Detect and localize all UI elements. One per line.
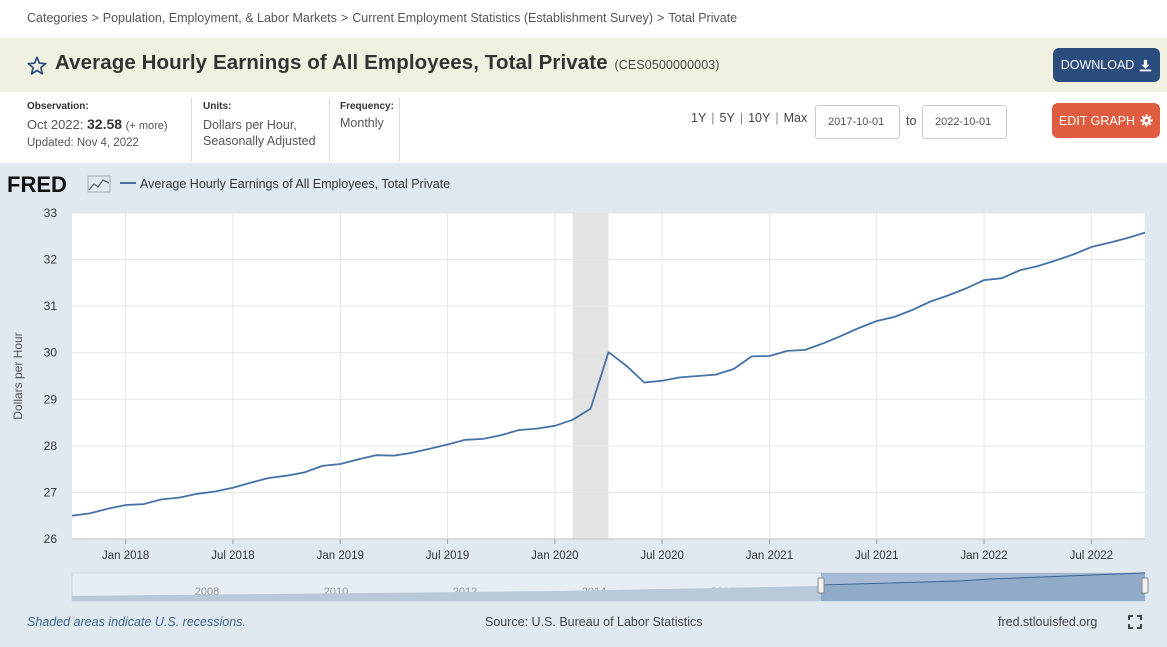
page-title: Average Hourly Earnings of All Employees… <box>55 51 720 75</box>
recession-band <box>572 213 609 539</box>
title-bar: Average Hourly Earnings of All Employees… <box>0 38 1167 92</box>
legend-label: Average Hourly Earnings of All Employees… <box>140 177 450 191</box>
y-tick-label: 28 <box>44 439 58 453</box>
units-line1: Dollars per Hour, <box>203 118 297 132</box>
units-line2: Seasonally Adjusted <box>203 134 316 148</box>
range-navigator[interactable]: 20082010201220142016201820202022 <box>71 572 1149 602</box>
units-label: Units: <box>203 101 232 112</box>
breadcrumb-item-ces[interactable]: Current Employment Statistics (Establish… <box>352 11 654 25</box>
series-title-text: Average Hourly Earnings of All Employees… <box>55 51 608 74</box>
navigator-handle-right[interactable] <box>1141 577 1149 594</box>
date-to-label: to <box>906 114 917 128</box>
breadcrumb-item-total-private[interactable]: Total Private <box>668 11 738 25</box>
fred-logo-icon <box>87 175 111 193</box>
updated-date: Updated: Nov 4, 2022 <box>27 137 139 149</box>
y-tick-label: 29 <box>44 392 58 406</box>
frequency-value: Monthly <box>340 116 384 130</box>
gear-icon <box>1140 114 1153 127</box>
x-tick-label: Jul 2020 <box>640 550 683 562</box>
breadcrumb-separator: > <box>657 11 665 25</box>
site-link[interactable]: fred.stlouisfed.org <box>998 615 1098 629</box>
breadcrumb-item-categories[interactable]: Categories <box>27 11 88 25</box>
range-10y[interactable]: 10Y <box>748 111 771 125</box>
series-line <box>71 231 1146 517</box>
end-date-input[interactable] <box>922 105 1007 139</box>
x-tick-label: Jul 2018 <box>211 550 254 562</box>
observation-value: 32.58 <box>87 116 123 132</box>
y-tick-label: 32 <box>44 253 58 267</box>
range-links: 1Y | 5Y | 10Y | Max <box>691 111 808 125</box>
navigator-handle-left[interactable] <box>817 577 825 594</box>
x-tick-label: Jul 2019 <box>426 550 469 562</box>
range-max[interactable]: Max <box>783 111 808 125</box>
line-chart: FRED Average Hourly Earnings of All Empl… <box>7 172 1149 602</box>
series-id: (CES0500000003) <box>614 58 720 72</box>
breadcrumb: Categories > Population, Employment, & Lab… <box>27 11 737 25</box>
meta-divider <box>329 98 330 162</box>
observation-more-link[interactable]: (+ more) <box>125 120 168 132</box>
x-tick-label: Jan 2019 <box>317 550 364 562</box>
download-icon <box>1140 59 1152 71</box>
x-tick-label: Jan 2018 <box>102 550 149 562</box>
download-label: DOWNLOAD <box>1060 58 1135 72</box>
edit-graph-button[interactable]: EDIT GRAPH <box>1052 103 1160 138</box>
recession-note: Shaded areas indicate U.S. recessions. <box>27 615 246 629</box>
meta-divider <box>399 98 400 162</box>
y-tick-label: 33 <box>44 206 58 220</box>
x-tick-label: Jan 2022 <box>960 550 1007 562</box>
fred-logo: FRED <box>7 172 67 197</box>
y-tick-label: 30 <box>44 346 58 360</box>
y-axis-label: Dollars per Hour <box>11 332 25 419</box>
y-tick-label: 31 <box>44 299 58 313</box>
y-tick-label: 26 <box>44 532 58 546</box>
range-1y[interactable]: 1Y <box>691 111 707 125</box>
navigator-line <box>820 572 1146 586</box>
chart-area: FRED Average Hourly Earnings of All Empl… <box>0 163 1167 647</box>
x-tick-label: Jul 2022 <box>1070 550 1113 562</box>
edit-graph-label: EDIT GRAPH <box>1058 113 1136 128</box>
frequency-block: Frequency: Monthly <box>340 101 394 130</box>
meta-divider <box>191 98 192 162</box>
y-tick-label: 27 <box>44 485 58 499</box>
observation-label: Observation: <box>27 101 89 112</box>
x-tick-label: Jul 2021 <box>855 550 898 562</box>
x-tick-label: Jan 2020 <box>531 550 578 562</box>
navigator-selection[interactable] <box>821 573 1145 601</box>
observation-block: Observation: Oct 2022: 32.58 (+ more) Up… <box>27 101 168 149</box>
star-icon[interactable] <box>26 55 48 77</box>
breadcrumb-separator: > <box>340 11 349 25</box>
frequency-label: Frequency: <box>340 101 394 112</box>
breadcrumb-item-population[interactable]: Population, Employment, & Labor Markets <box>102 11 337 25</box>
breadcrumb-separator: > <box>91 11 99 25</box>
observation-date: Oct 2022: <box>27 117 84 132</box>
fullscreen-icon[interactable] <box>1128 615 1142 629</box>
source-text: Source: U.S. Bureau of Labor Statistics <box>485 615 703 629</box>
x-tick-label: Jan 2021 <box>746 550 793 562</box>
download-button[interactable]: DOWNLOAD <box>1053 48 1160 82</box>
range-5y[interactable]: 5Y <box>719 111 735 125</box>
units-block: Units: Dollars per Hour, Seasonally Adju… <box>203 101 316 149</box>
start-date-input[interactable] <box>815 105 900 139</box>
